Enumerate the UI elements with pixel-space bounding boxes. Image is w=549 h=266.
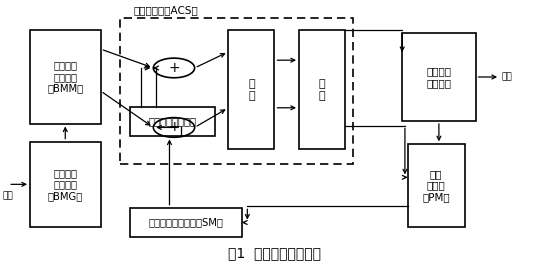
Text: 输入: 输入 <box>3 191 14 200</box>
Text: 输出: 输出 <box>502 73 512 81</box>
Text: +: + <box>168 120 180 134</box>
Bar <box>30 30 100 124</box>
Text: 路径
存储器
（PM）: 路径 存储器 （PM） <box>422 169 450 202</box>
Text: 比
较: 比 较 <box>248 79 255 101</box>
Bar <box>402 33 475 121</box>
Text: 旧路径度量存储器: 旧路径度量存储器 <box>149 117 197 127</box>
Bar <box>131 107 215 136</box>
Text: 幸存路径
计算单元: 幸存路径 计算单元 <box>427 66 451 88</box>
Bar <box>228 30 274 149</box>
Bar <box>120 18 354 164</box>
Text: 加比选单元（ACS）: 加比选单元（ACS） <box>133 5 198 15</box>
Bar <box>30 142 100 227</box>
Text: 选
择: 选 择 <box>319 79 326 101</box>
Text: 支路度量
存储单元
（BMM）: 支路度量 存储单元 （BMM） <box>47 60 83 94</box>
Bar <box>408 144 464 227</box>
Text: +: + <box>168 61 180 75</box>
Text: 图1  维特比译码器结构: 图1 维特比译码器结构 <box>228 247 321 261</box>
Text: 新路径度量存储器（SM）: 新路径度量存储器（SM） <box>149 218 223 227</box>
Bar <box>131 208 242 237</box>
Bar <box>299 30 345 149</box>
Text: 支路度量
计算单元
（BMG）: 支路度量 计算单元 （BMG） <box>48 168 83 201</box>
